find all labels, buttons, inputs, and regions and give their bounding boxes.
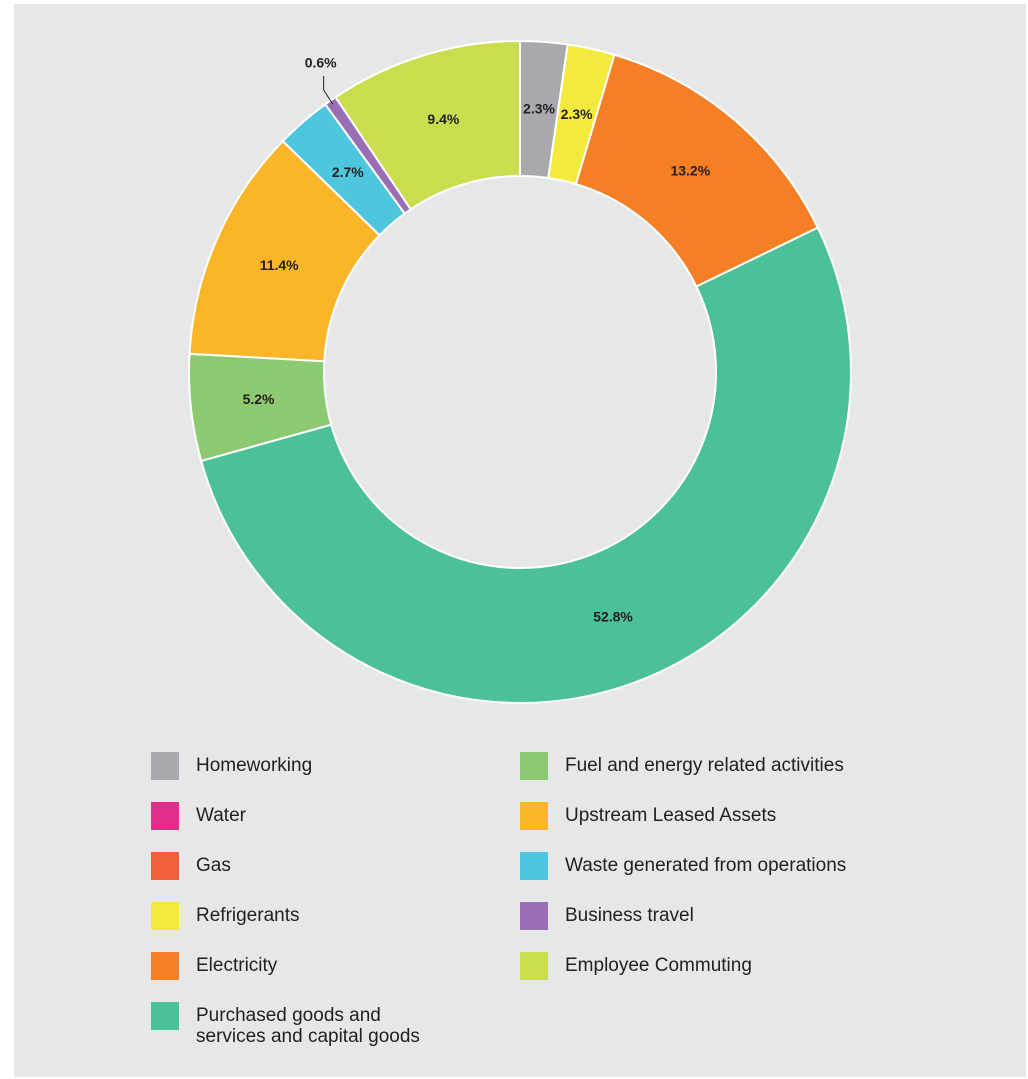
leader-line-business-travel — [323, 75, 334, 105]
slice-label-purchased-goods-and-services-and-capital-goods: 52.8% — [593, 609, 633, 625]
slice-label-business-travel: 0.6% — [305, 55, 337, 71]
slice-electricity — [574, 53, 820, 288]
slice-employee-commuting — [334, 39, 521, 211]
slice-label-electricity: 13.2% — [670, 162, 710, 178]
slice-label-employee-commuting: 9.4% — [427, 111, 459, 127]
slice-label-upstream-leased-assets: 11.4% — [260, 257, 299, 273]
slice-label-waste-generated-from-operations: 2.7% — [332, 164, 364, 180]
donut-chart: 2.3% 2.3% 13.2% 52.8% 5.2% 11.4% 2.7% 0.6% 9.4% — [188, 39, 852, 704]
slice-label-fuel-and-energy-related-activities: 5.2% — [243, 391, 275, 407]
slice-label-refrigerants: 2.3% — [561, 106, 593, 122]
chart-panel — [14, 4, 1026, 1077]
slice-purchased-goods-and-services-and-capital-goods — [199, 226, 852, 704]
slice-label-homeworking: 2.3% — [523, 100, 555, 116]
